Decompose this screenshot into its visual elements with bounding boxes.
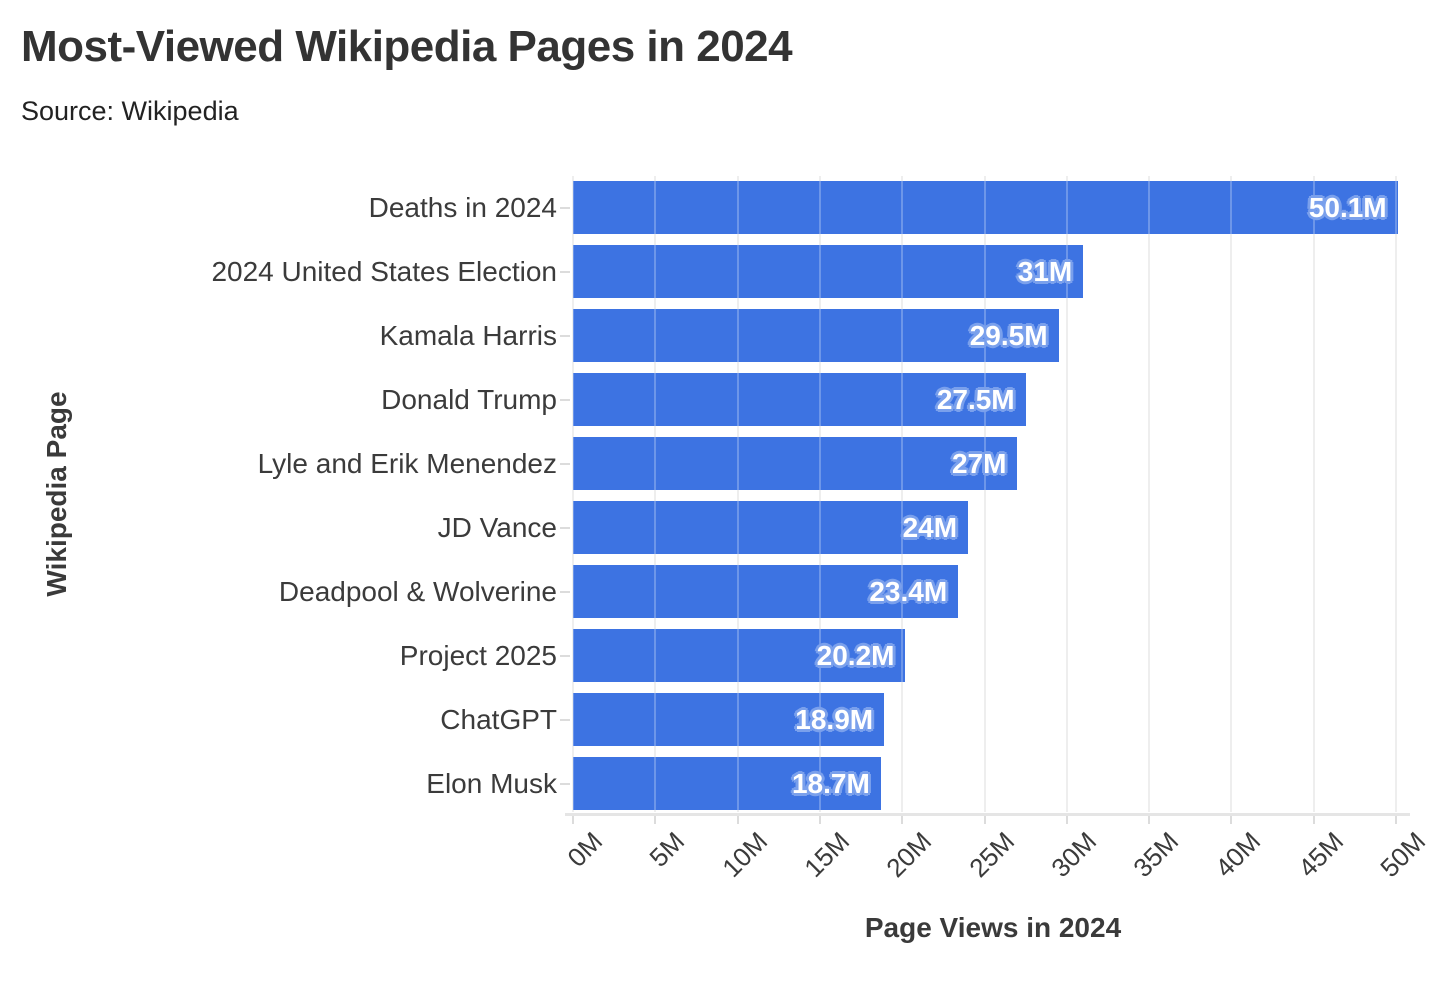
gridline	[983, 176, 986, 812]
x-axis-tick	[983, 814, 986, 824]
bar	[573, 181, 1398, 234]
gridline	[818, 176, 821, 812]
x-axis-tick	[654, 814, 657, 824]
category-label: Project 2025	[399, 640, 557, 671]
gridline	[654, 176, 657, 812]
x-axis-line	[565, 813, 1410, 816]
gridline	[1395, 176, 1397, 812]
x-axis-tick	[1148, 814, 1151, 824]
bar-value-label: 29.5M	[969, 320, 1048, 351]
y-axis-tick	[560, 271, 570, 273]
gridline	[572, 176, 574, 812]
x-axis-tick	[1230, 814, 1233, 824]
x-axis-tick	[1312, 814, 1315, 824]
bar	[573, 629, 906, 682]
bar	[573, 245, 1084, 298]
y-axis-tick	[560, 463, 570, 465]
bar-value-label: 50.1M	[1308, 192, 1387, 223]
bar-value-label: 18.9M	[795, 704, 874, 735]
y-axis-tick	[560, 783, 570, 785]
bar-value-label: 23.4M	[869, 576, 948, 607]
y-axis-tick	[560, 399, 570, 401]
gridline-overlay	[818, 176, 821, 812]
bar	[573, 309, 1059, 362]
bar	[573, 757, 881, 810]
gridline-overlay	[1312, 176, 1315, 812]
x-axis-tick	[818, 814, 821, 824]
category-label: ChatGPT	[440, 704, 557, 735]
category-label: Deadpool & Wolverine	[278, 576, 557, 607]
gridline-overlay	[736, 176, 739, 812]
x-axis-tick	[1395, 814, 1397, 824]
gridline-overlay	[654, 176, 657, 812]
category-label: Lyle and Erik Menendez	[257, 448, 557, 479]
x-axis-tick	[572, 814, 574, 824]
category-label: 2024 United States Election	[211, 256, 557, 287]
category-label: JD Vance	[437, 512, 557, 543]
bar	[573, 693, 885, 746]
category-label: Elon Musk	[426, 768, 557, 799]
gridline-overlay	[1230, 176, 1233, 812]
bar-value-label: 20.2M	[816, 640, 895, 671]
gridline	[1148, 176, 1151, 812]
gridline	[1312, 176, 1315, 812]
gridline-overlay	[901, 176, 904, 812]
x-axis-title: Page Views in 2024	[864, 912, 1122, 943]
category-label: Donald Trump	[381, 384, 557, 415]
bar	[573, 565, 959, 618]
y-axis-tick	[560, 655, 570, 657]
bar-value-label: 31M	[1017, 256, 1073, 287]
gridline-overlay	[1148, 176, 1151, 812]
gridline-overlay	[572, 176, 574, 812]
gridline-overlay	[1065, 176, 1068, 812]
bar-value-label: 27M	[951, 448, 1007, 479]
y-axis-tick	[560, 527, 570, 529]
y-axis-tick	[560, 719, 570, 721]
gridline-overlay	[983, 176, 986, 812]
bar	[573, 501, 969, 554]
gridline	[1230, 176, 1233, 812]
gridline	[901, 176, 904, 812]
x-axis-tick	[1065, 814, 1068, 824]
bar	[573, 437, 1018, 490]
bar	[573, 373, 1026, 426]
bar-value-label: 24M	[902, 512, 958, 543]
bar-value-label: 18.7M	[791, 768, 870, 799]
y-axis-tick	[560, 207, 570, 209]
chart-title: Most-Viewed Wikipedia Pages in 2024	[21, 22, 793, 71]
category-label: Kamala Harris	[379, 320, 557, 351]
bar-value-label: 27.5M	[936, 384, 1015, 415]
chart-source-note: Source: Wikipedia	[21, 96, 239, 126]
x-axis-tick	[736, 814, 739, 824]
y-axis-tick	[560, 335, 570, 337]
category-label: Deaths in 2024	[368, 192, 557, 223]
y-axis-tick	[560, 591, 570, 593]
gridline	[736, 176, 739, 812]
gridline	[1065, 176, 1068, 812]
x-axis-tick	[901, 814, 904, 824]
gridline-overlay	[1395, 176, 1397, 812]
